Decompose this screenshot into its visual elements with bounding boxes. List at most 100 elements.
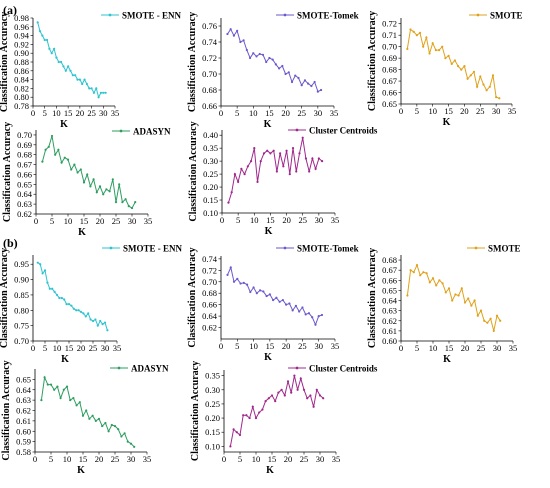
data-point — [43, 376, 46, 379]
y-tick-label: 0.66 — [382, 88, 397, 98]
data-point — [77, 309, 80, 312]
y-tick-label: 0.88 — [14, 57, 29, 67]
y-tick-label: 0.63 — [17, 199, 32, 209]
data-point — [113, 424, 117, 428]
data-point — [249, 160, 253, 163]
data-point — [304, 313, 307, 316]
y-tick-label: 0.69 — [17, 140, 32, 150]
data-point — [249, 290, 252, 294]
data-point — [64, 69, 67, 72]
x-tick-label: 15 — [65, 343, 74, 353]
data-point — [267, 397, 270, 400]
x-tick-label: 25 — [300, 454, 309, 464]
x-tick-label: 0 — [220, 215, 224, 225]
data-point — [283, 394, 286, 397]
data-point — [482, 83, 485, 86]
data-point — [451, 299, 454, 302]
x-tick-label: 15 — [268, 454, 277, 464]
x-tick-label: 25 — [87, 108, 96, 118]
x-tick-label: 0 — [222, 454, 226, 464]
data-point — [46, 281, 49, 284]
y-axis-title: Classification Accuracy — [190, 361, 201, 461]
data-point — [409, 269, 412, 272]
data-point — [63, 298, 66, 301]
data-point — [85, 409, 88, 412]
data-point — [105, 188, 108, 191]
data-point — [94, 419, 97, 422]
data-point — [111, 178, 114, 181]
data-point — [272, 298, 275, 302]
data-point — [226, 32, 229, 36]
data-point — [265, 294, 268, 298]
data-point — [317, 315, 320, 318]
x-tick-label: 35 — [144, 216, 153, 226]
data-point — [406, 294, 409, 297]
data-point — [268, 293, 271, 296]
data-point — [288, 302, 291, 305]
data-point — [75, 309, 78, 312]
y-tick-label: 0.74 — [202, 254, 218, 264]
y-tick-label: 0.68 — [382, 65, 397, 75]
y-tick-label: 0.72 — [382, 19, 397, 29]
series-line — [227, 265, 323, 327]
y-tick-label: 0.59 — [16, 437, 31, 447]
data-point — [99, 91, 103, 94]
data-point — [226, 273, 229, 276]
data-point — [46, 383, 49, 386]
data-point — [41, 160, 44, 163]
legend-label: ADASYN — [133, 127, 171, 137]
data-point — [106, 329, 109, 332]
data-point — [36, 261, 39, 264]
data-point — [438, 279, 441, 282]
data-point — [287, 71, 290, 74]
data-point — [304, 157, 308, 160]
x-tick-label: 15 — [79, 454, 88, 464]
data-point — [311, 316, 314, 319]
data-point — [314, 167, 317, 171]
data-point — [425, 36, 428, 39]
data-point — [48, 47, 51, 50]
data-point — [489, 317, 492, 320]
data-point — [290, 391, 293, 394]
data-point — [441, 282, 444, 285]
data-point — [476, 85, 479, 88]
data-point — [425, 272, 428, 275]
data-point — [415, 264, 419, 267]
data-point — [229, 28, 232, 31]
data-point — [41, 272, 44, 275]
data-point — [450, 62, 453, 65]
data-point — [63, 156, 66, 159]
y-axis-title: Classification Accuracy — [367, 248, 378, 348]
x-tick-label: 0 — [34, 216, 38, 226]
data-point — [235, 431, 238, 434]
data-point — [265, 60, 268, 64]
data-point — [59, 396, 62, 400]
x-tick-label: 5 — [235, 341, 239, 351]
data-point — [73, 163, 76, 166]
data-point — [251, 405, 254, 408]
data-point — [48, 287, 51, 290]
data-point — [76, 171, 79, 174]
data-point — [303, 79, 307, 82]
y-tick-label: 0.15 — [203, 195, 218, 205]
x-tick-label: 25 — [89, 343, 98, 353]
data-point — [320, 160, 324, 163]
data-point — [56, 385, 59, 388]
data-point — [466, 77, 469, 80]
data-point — [245, 48, 248, 52]
data-point — [75, 404, 78, 407]
data-point — [124, 198, 127, 201]
data-point — [311, 157, 314, 160]
x-tick-label: 10 — [52, 108, 61, 118]
x-axis-title: K — [61, 354, 69, 365]
data-point — [108, 190, 111, 193]
y-tick-label: 0.62 — [16, 406, 31, 416]
y-tick-label: 0.66 — [17, 169, 32, 179]
data-point — [457, 294, 460, 297]
data-point — [255, 292, 258, 295]
x-tick-label: 10 — [63, 454, 72, 464]
data-point — [301, 306, 304, 309]
data-point — [229, 445, 232, 448]
data-point — [60, 161, 63, 164]
x-tick-label: 25 — [298, 341, 307, 351]
